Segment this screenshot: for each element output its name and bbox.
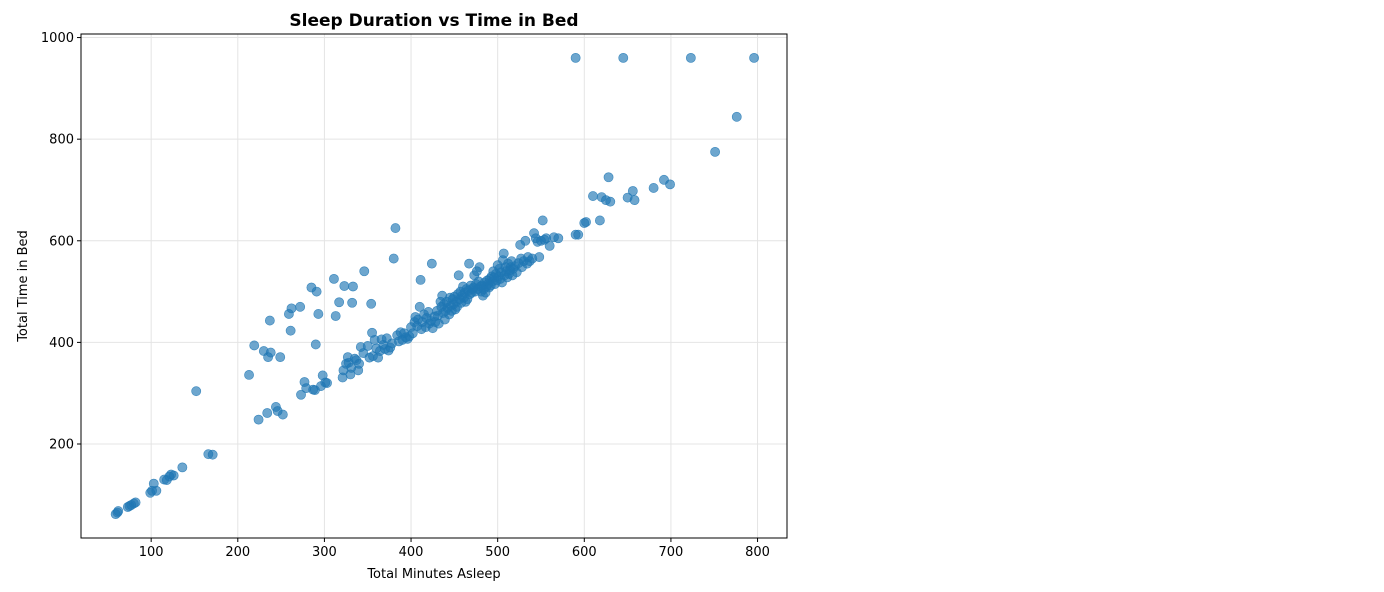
scatter-point bbox=[520, 235, 531, 246]
scatter-point bbox=[244, 370, 254, 380]
scatter-point bbox=[414, 301, 425, 312]
scatter-point bbox=[339, 281, 350, 291]
scatter-point bbox=[285, 325, 296, 336]
x-tick-label: 500 bbox=[485, 545, 510, 560]
scatter-point bbox=[749, 52, 759, 63]
scatter-point bbox=[253, 414, 264, 425]
x-tick-label: 100 bbox=[139, 545, 164, 560]
scatter-point bbox=[322, 378, 332, 388]
scatter-point bbox=[581, 217, 591, 227]
scatter-point bbox=[415, 275, 426, 285]
x-tick-label: 300 bbox=[312, 545, 337, 560]
y-tick-label: 600 bbox=[49, 234, 74, 249]
scatter-point bbox=[286, 303, 297, 314]
scatter-point bbox=[685, 52, 696, 63]
grid-layer bbox=[81, 34, 787, 538]
scatter-point bbox=[603, 172, 614, 183]
points-layer bbox=[110, 52, 759, 520]
y-tick-label: 400 bbox=[49, 336, 74, 351]
scatter-point bbox=[347, 297, 358, 308]
scatter-point bbox=[296, 389, 306, 400]
y-axis-label: Total Time in Bed bbox=[16, 230, 31, 343]
scatter-point bbox=[570, 52, 581, 63]
scatter-point bbox=[731, 111, 742, 122]
scatter-point bbox=[354, 358, 364, 369]
scatter-point bbox=[329, 273, 339, 284]
scatter-point bbox=[453, 270, 464, 281]
scatter-point bbox=[474, 262, 485, 273]
scatter-point bbox=[648, 183, 659, 193]
y-tick-label: 1000 bbox=[41, 31, 74, 46]
x-tick-label: 600 bbox=[572, 545, 597, 560]
scatter-point bbox=[249, 340, 260, 351]
y-tick-label: 200 bbox=[49, 438, 74, 453]
scatter-point bbox=[313, 309, 324, 319]
scatter-point bbox=[264, 315, 275, 326]
scatter-point bbox=[627, 186, 638, 196]
x-tick-label: 800 bbox=[745, 545, 770, 560]
scatter-point bbox=[334, 297, 345, 308]
scatter-point bbox=[629, 195, 640, 206]
scatter-point bbox=[537, 215, 548, 226]
scatter-point bbox=[464, 258, 474, 269]
scatter-point bbox=[177, 462, 188, 473]
plot-frame bbox=[80, 33, 788, 539]
scatter-point bbox=[544, 240, 555, 251]
scatter-point bbox=[498, 248, 509, 259]
chart-title: Sleep Duration vs Time in Bed bbox=[289, 11, 578, 31]
scatter-point bbox=[262, 408, 273, 418]
scatter-point bbox=[553, 233, 564, 244]
ticks-layer: 100 200 300 400 500 600 700 800 200 400 600 800 1000 bbox=[41, 31, 770, 560]
x-axis-label: Total Minutes Asleep bbox=[366, 567, 500, 582]
scatter-point bbox=[605, 196, 616, 207]
scatter-point bbox=[573, 229, 584, 240]
scatter-point bbox=[113, 506, 124, 516]
x-tick-label: 200 bbox=[225, 545, 250, 560]
scatter-point bbox=[588, 191, 598, 201]
scatter-point bbox=[265, 347, 276, 358]
scatter-point bbox=[366, 298, 377, 309]
scatter-point bbox=[534, 252, 545, 262]
scatter-point bbox=[275, 352, 286, 363]
scatter-point bbox=[310, 339, 321, 350]
scatter-point bbox=[348, 281, 358, 292]
scatter-point bbox=[407, 328, 418, 339]
scatter-point bbox=[295, 301, 306, 312]
scatter-point bbox=[191, 386, 202, 397]
scatter-point bbox=[618, 52, 629, 63]
scatter-point bbox=[390, 223, 401, 233]
scatter-point bbox=[330, 311, 341, 321]
scatter-point bbox=[311, 286, 322, 297]
scatter-point bbox=[665, 179, 675, 190]
scatter-point bbox=[359, 266, 370, 277]
x-tick-label: 700 bbox=[659, 545, 684, 560]
scatter-point bbox=[130, 497, 141, 508]
scatter-point bbox=[151, 485, 162, 496]
scatter-point bbox=[388, 253, 399, 264]
scatter-point bbox=[710, 146, 721, 157]
scatter-point bbox=[426, 258, 437, 269]
scatter-point bbox=[277, 409, 288, 420]
scatter-point bbox=[168, 470, 179, 481]
scatter-point bbox=[207, 449, 218, 460]
y-tick-label: 800 bbox=[49, 133, 74, 148]
x-tick-label: 400 bbox=[399, 545, 424, 560]
scatter-point bbox=[594, 215, 605, 226]
